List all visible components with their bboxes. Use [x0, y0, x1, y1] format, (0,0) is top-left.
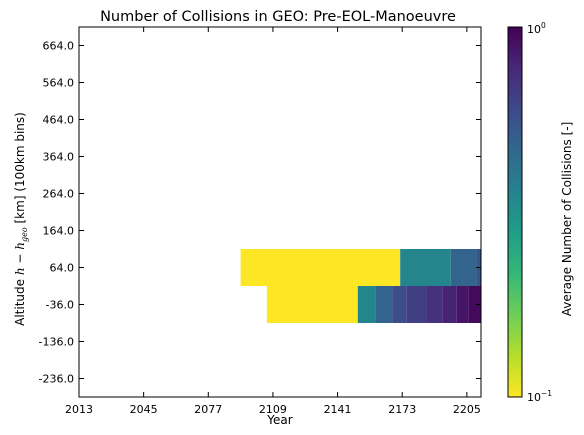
colorbar: 100 10−1 Average Number of Collisions [-…: [507, 21, 574, 404]
y-tick-label: 564.0: [43, 77, 75, 90]
y-axis-label-math-h: h: [13, 267, 27, 275]
y-tick-label: -36.0: [46, 299, 74, 312]
x-tick-label: 2141: [324, 403, 352, 416]
heatmap-cell: [392, 286, 407, 323]
x-axis-label: Year: [266, 413, 292, 427]
y-axis-label-minus: −: [13, 250, 27, 268]
colorbar-max-exp: 0: [541, 21, 546, 30]
y-axis-label-suffix: [km] (100km bins): [13, 112, 27, 227]
x-tick-label: 2173: [388, 403, 416, 416]
y-tick-label: -136.0: [39, 336, 74, 349]
y-tick-label: 464.0: [43, 114, 75, 127]
y-tick-label: 264.0: [43, 188, 75, 201]
heatmap-cell: [375, 286, 393, 323]
heatmap-cell: [357, 286, 376, 323]
x-tick-label: 2045: [130, 403, 158, 416]
y-axis-label-prefix: Altitude: [13, 275, 27, 326]
y-tick-label: 164.0: [43, 225, 75, 238]
y-tick-label: 664.0: [43, 40, 75, 53]
y-tick-label: -236.0: [39, 373, 74, 386]
colorbar-max-label: 100: [527, 21, 546, 36]
colorbar-max-base: 10: [527, 23, 541, 36]
chart-title: Number of Collisions in GEO: Pre-EOL-Man…: [100, 9, 456, 25]
colorbar-min-exp: −1: [541, 389, 552, 398]
colorbar-gradient: [507, 26, 523, 398]
y-axis-label: Altitude h − hgeo [km] (100km bins): [13, 112, 29, 326]
heatmap-cell: [406, 286, 427, 323]
heatmap-cell: [450, 249, 477, 286]
y-tick-label: 364.0: [43, 151, 75, 164]
heatmap-cell: [442, 286, 457, 323]
x-tick-label: 2077: [194, 403, 222, 416]
heatmap-cells: [240, 249, 481, 323]
y-tick-label: 64.0: [50, 262, 75, 275]
heatmap-cell: [468, 286, 481, 323]
colorbar-min-base: 10: [527, 391, 541, 404]
heatmap-cell: [240, 249, 401, 286]
colorbar-label: Average Number of Collisions [-]: [560, 122, 574, 317]
heatmap-cell: [456, 286, 469, 323]
y-axis-label-math-hgeo: h: [13, 242, 27, 250]
plot-frame: [78, 26, 482, 398]
heatmap-cell: [426, 286, 443, 323]
heatmap-cell: [266, 286, 358, 323]
x-tick-label: 2109: [259, 403, 287, 416]
y-axis-label-math-sub: geo: [20, 227, 29, 242]
x-tick-label: 2205: [453, 403, 481, 416]
colorbar-min-label: 10−1: [527, 389, 552, 404]
axes: 2013 2045 2077 2109 2141 2173 2205 664.0 564.0 46…: [39, 27, 522, 416]
x-tick-label: 2013: [65, 403, 93, 416]
heatmap-cell: [400, 249, 451, 286]
